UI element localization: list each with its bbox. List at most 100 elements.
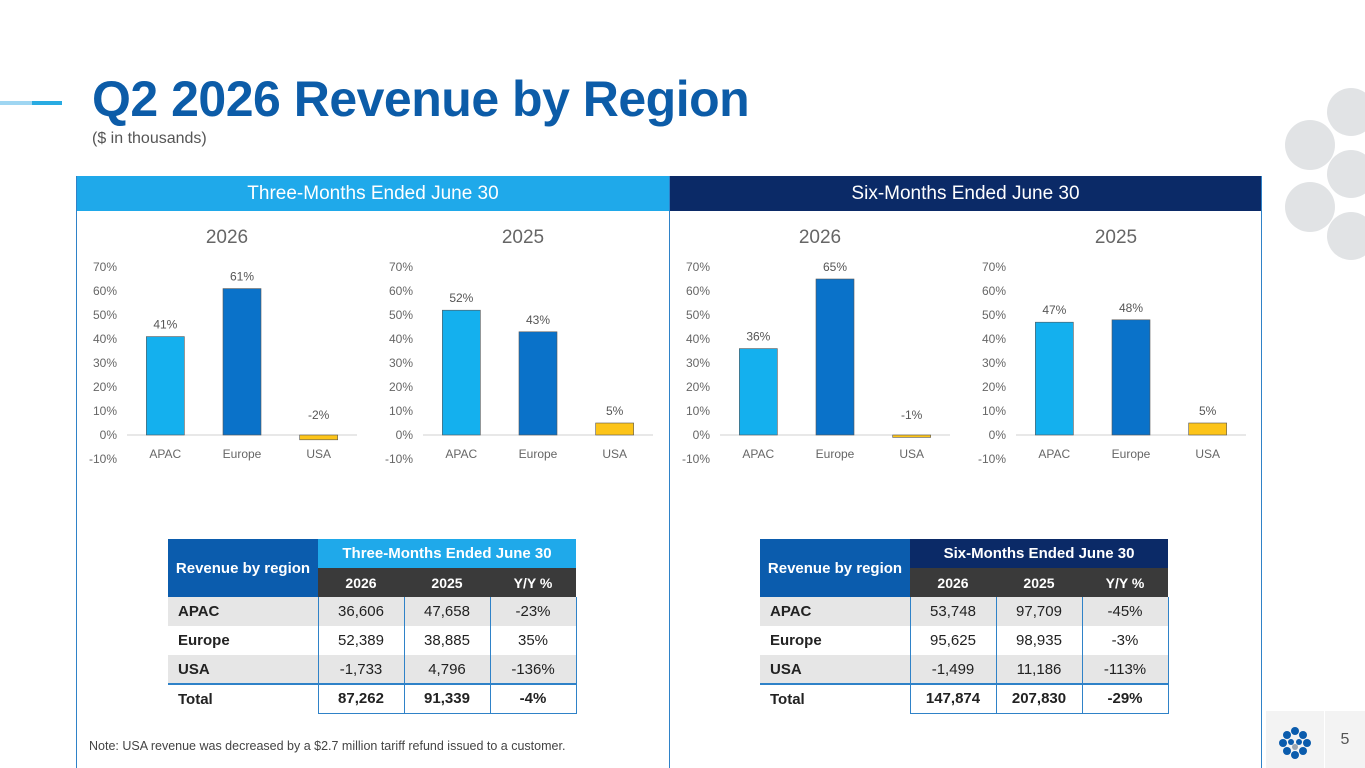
y-tick-label: -10% [385,452,413,466]
y-tick-label: 10% [93,404,117,418]
chart-title: 2025 [502,227,544,248]
page-subtitle: ($ in thousands) [92,130,207,147]
row-label: USA [760,655,910,684]
table-cell: -23% [489,597,577,626]
table-cell: 47,658 [403,597,490,626]
data-label: 65% [823,260,847,274]
column-header: 2026 [910,568,996,597]
y-tick-label: -10% [978,452,1006,466]
y-tick-label: 0% [396,428,414,442]
region-header: Revenue by region [760,539,910,597]
y-tick-label: 70% [982,260,1006,274]
column-header: 2026 [318,568,404,597]
table-row: USA -1,499 11,186 -113% [760,655,1169,684]
table-cell: 38,885 [403,626,490,655]
y-tick-label: 50% [93,308,117,322]
category-label: APAC [1038,447,1070,461]
table-cell: 95,625 [909,626,996,655]
table-cell: 52,389 [317,626,404,655]
table-cell: 207,830 [995,683,1082,714]
y-tick-label: -10% [89,452,117,466]
bar-europe [1111,319,1151,436]
three-months-panel: Three-Months Ended June 30 2026 70% 60% 50%… [76,176,670,768]
table-cell: 147,874 [909,683,996,714]
period-header: Six-Months Ended June 30 [910,539,1168,568]
y-tick-label: 60% [686,284,710,298]
y-tick-label: 30% [686,356,710,370]
deco-circle [1285,182,1335,232]
three-months-panel-header: Three-Months Ended June 30 [77,176,669,211]
region-header: Revenue by region [168,539,318,597]
table-cell: 4,796 [403,655,490,684]
data-label: -1% [901,408,923,422]
data-label: 36% [746,330,770,344]
row-label: APAC [760,597,910,626]
bar-usa [892,434,931,438]
table-cell: 11,186 [995,655,1082,684]
y-tick-label: 40% [93,332,117,346]
y-tick-label: 20% [686,380,710,394]
title-accent-line-dark [32,101,62,105]
six-months-charts: 2026 70% 60% 50% 40% 30% 20% 10% 0% -10% 36% APAC 65… [682,227,1246,466]
y-tick-label: 40% [982,332,1006,346]
title-accent-line-light [0,101,32,105]
data-label: 5% [606,404,624,418]
three-months-charts: 2026 70% 60% 50% 40% 30% 20% 10% 0% -10% 41% APAC 61… [89,227,653,466]
deco-circle [1327,88,1365,136]
y-tick-label: 70% [389,260,413,274]
table-cell: -29% [1081,683,1169,714]
category-label: USA [1195,447,1220,461]
table-cell: -113% [1081,655,1169,684]
y-tick-label: 50% [982,308,1006,322]
y-tick-label: 20% [93,380,117,394]
table-cell: 97,709 [995,597,1082,626]
y-tick-label: 0% [693,428,711,442]
category-label: APAC [149,447,181,461]
deco-circle [1327,212,1365,260]
three-months-revenue-table: Revenue by region Three-Months Ended Jun… [168,539,577,714]
data-label: 61% [230,270,254,284]
table-cell: 53,748 [909,597,996,626]
y-tick-label: 40% [389,332,413,346]
category-label: Europe [519,447,558,461]
y-tick-label: 60% [389,284,413,298]
table-total-row: Total 147,874 207,830 -29% [760,683,1169,714]
table-cell: -1,733 [317,655,404,684]
bar-europe [222,288,262,436]
category-label: USA [899,447,924,461]
table-row: Europe 95,625 98,935 -3% [760,626,1169,655]
table-cell: 35% [489,626,577,655]
table-cell: -1,499 [909,655,996,684]
bar-europe [815,278,855,436]
y-tick-label: 0% [989,428,1007,442]
page-number: 5 [1325,711,1365,768]
period-header: Three-Months Ended June 30 [318,539,576,568]
row-label: Total [168,683,318,713]
row-label: Total [760,683,910,713]
table-cell: -4% [489,683,577,714]
bar-apac [146,336,185,436]
y-tick-label: 20% [982,380,1006,394]
category-label: APAC [445,447,477,461]
bar-apac [739,348,778,436]
logo-box [1266,711,1324,768]
table-row: APAC 53,748 97,709 -45% [760,597,1169,626]
page-title: Q2 2026 Revenue by Region [92,71,750,127]
six-months-panel: Six-Months Ended June 30 2026 70% 60% 50% 40… [669,176,1262,768]
bar-usa [1188,422,1227,436]
data-label: 47% [1042,303,1066,317]
table-row: APAC 36,606 47,658 -23% [168,597,577,626]
row-label: USA [168,655,318,684]
dot-cluster-logo-icon [1279,727,1311,759]
bar-apac [1035,321,1074,436]
data-label: 5% [1199,404,1217,418]
table-row: Europe 52,389 38,885 35% [168,626,577,655]
chart-title: 2026 [206,227,248,248]
y-tick-label: 30% [93,356,117,370]
table-total-row: Total 87,262 91,339 -4% [168,683,577,714]
category-label: Europe [223,447,262,461]
bar-apac [442,309,481,436]
table-cell: 98,935 [995,626,1082,655]
table-cell: -136% [489,655,577,684]
category-label: Europe [1112,447,1151,461]
